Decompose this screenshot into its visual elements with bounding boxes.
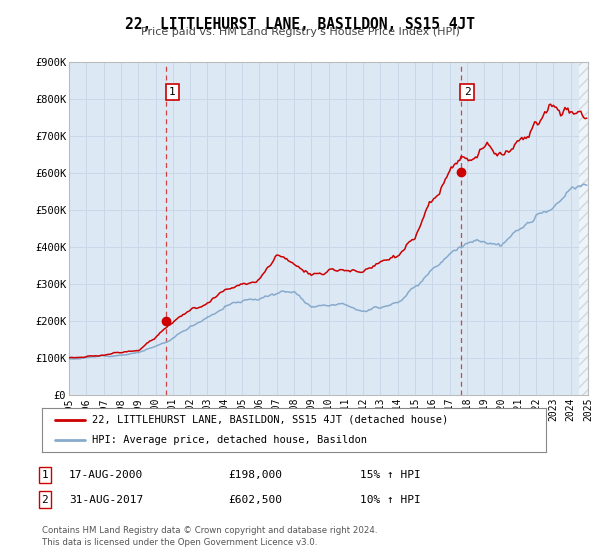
Text: 2: 2: [464, 87, 470, 97]
Text: 22, LITTLEHURST LANE, BASILDON, SS15 4JT (detached house): 22, LITTLEHURST LANE, BASILDON, SS15 4JT…: [92, 415, 449, 425]
Text: 2: 2: [41, 494, 49, 505]
Text: £198,000: £198,000: [228, 470, 282, 480]
Text: 1: 1: [169, 87, 176, 97]
Bar: [580, 62, 588, 395]
Text: 17-AUG-2000: 17-AUG-2000: [69, 470, 143, 480]
Text: 1: 1: [41, 470, 49, 480]
Text: Price paid vs. HM Land Registry's House Price Index (HPI): Price paid vs. HM Land Registry's House …: [140, 27, 460, 37]
Text: 31-AUG-2017: 31-AUG-2017: [69, 494, 143, 505]
Text: 15% ↑ HPI: 15% ↑ HPI: [360, 470, 421, 480]
Text: £602,500: £602,500: [228, 494, 282, 505]
Text: 10% ↑ HPI: 10% ↑ HPI: [360, 494, 421, 505]
Text: This data is licensed under the Open Government Licence v3.0.: This data is licensed under the Open Gov…: [42, 538, 317, 547]
Text: Contains HM Land Registry data © Crown copyright and database right 2024.: Contains HM Land Registry data © Crown c…: [42, 526, 377, 535]
Text: HPI: Average price, detached house, Basildon: HPI: Average price, detached house, Basi…: [92, 435, 367, 445]
Text: 22, LITTLEHURST LANE, BASILDON, SS15 4JT: 22, LITTLEHURST LANE, BASILDON, SS15 4JT: [125, 17, 475, 32]
